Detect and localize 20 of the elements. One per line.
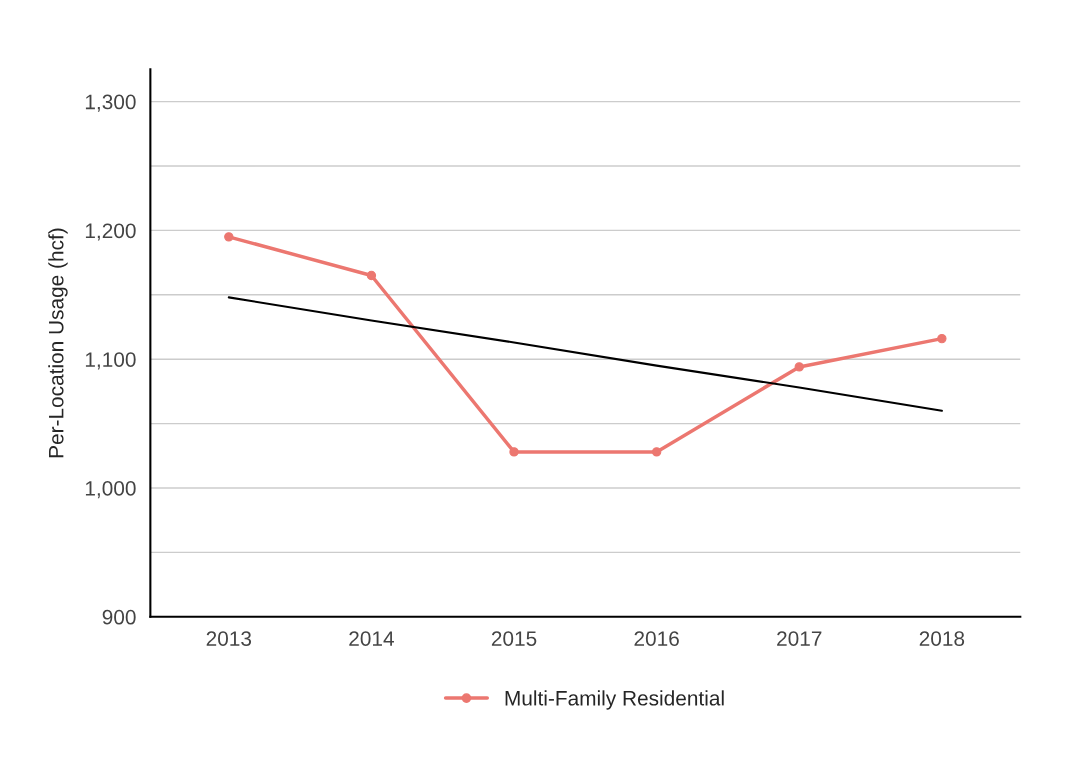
x-tick-label: 2016	[634, 631, 679, 646]
y-axis-title: Per-Location Usage (hcf)	[48, 228, 68, 458]
y-tick-label: 1,000	[85, 481, 136, 499]
point	[651, 447, 662, 457]
point	[224, 232, 234, 242]
line-series	[227, 296, 943, 412]
point	[794, 362, 804, 372]
y-tick-label: 900	[102, 609, 136, 625]
point	[509, 447, 519, 457]
y-tick-label: 1,300	[85, 94, 136, 112]
point	[937, 333, 947, 344]
x-tick-label: 2014	[349, 631, 394, 646]
x-tick-label: 2017	[777, 631, 822, 646]
x-tick-label: 2018	[919, 631, 965, 646]
x-tick-label: 2015	[491, 631, 537, 646]
legend-label: Multi-Family Residential	[505, 690, 724, 710]
x-tick-label: 2013	[206, 631, 252, 646]
point	[366, 270, 377, 281]
y-tick-label: 1,100	[85, 352, 136, 370]
y-tick-label: 1,200	[85, 223, 136, 241]
